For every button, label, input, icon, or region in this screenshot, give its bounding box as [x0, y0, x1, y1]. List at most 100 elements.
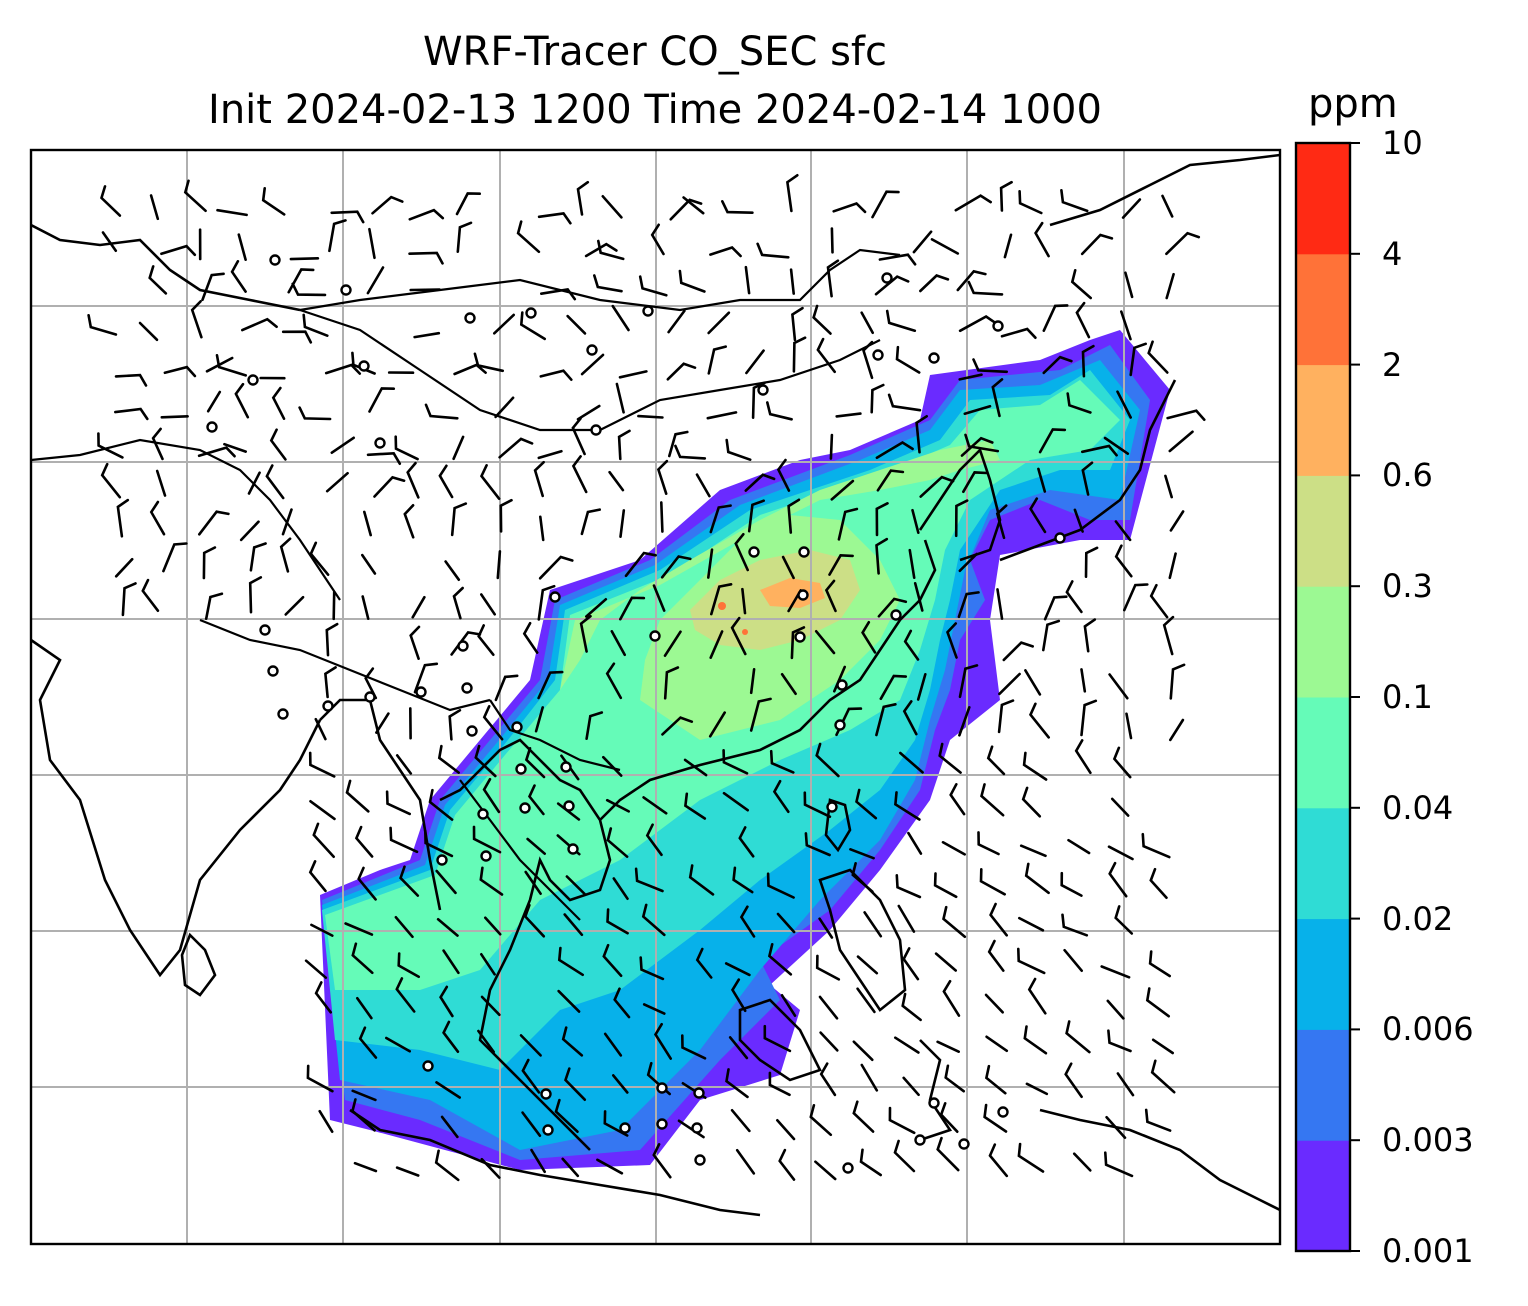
wind-barb — [641, 903, 666, 937]
wind-barb — [837, 507, 859, 541]
wind-barb — [749, 697, 772, 732]
chart-title: WRF-Tracer CO_SEC sfc — [422, 29, 888, 75]
field-level-2b — [742, 629, 748, 635]
wind-barb — [1116, 1072, 1135, 1097]
wind-barb — [1164, 474, 1173, 499]
wind-barb — [610, 630, 626, 657]
wind-barb — [318, 1109, 334, 1133]
wind-barb — [1042, 304, 1069, 332]
wind-barb — [602, 755, 623, 777]
wind-barb — [585, 598, 608, 618]
wind-barb — [859, 1148, 882, 1177]
wind-barb — [537, 212, 572, 225]
wind-barb — [967, 280, 1004, 296]
colorbar-tick-label: 0.1 — [1382, 678, 1433, 716]
wind-barb — [1038, 428, 1067, 454]
wind-barb — [995, 504, 1008, 540]
wind-barb — [163, 365, 197, 378]
wind-barb — [149, 500, 166, 536]
wind-barb — [1067, 838, 1091, 855]
colorbar-segment — [1296, 1140, 1350, 1252]
coastline-japan — [999, 379, 1177, 562]
wind-barb — [661, 716, 694, 736]
wind-barb — [986, 745, 1006, 776]
wind-barb — [780, 673, 797, 696]
wind-barb — [593, 274, 623, 293]
wind-barb — [899, 751, 924, 774]
wind-barb — [554, 1098, 579, 1133]
wind-barb — [304, 959, 328, 979]
wind-barb — [1000, 327, 1037, 339]
wind-barb — [354, 825, 374, 858]
wind-barb — [306, 1064, 334, 1093]
calm-wind-marker — [477, 808, 489, 820]
wind-barb — [1166, 409, 1206, 421]
wind-barb — [860, 311, 874, 335]
wind-barb — [356, 996, 373, 1020]
wind-barb — [1003, 233, 1013, 259]
wind-barb — [763, 1024, 792, 1053]
wind-barb — [824, 579, 837, 613]
wind-barb — [312, 822, 335, 858]
wind-barb — [903, 629, 920, 661]
wind-barb — [707, 548, 714, 579]
wind-barb — [826, 259, 840, 298]
wind-barb — [403, 504, 415, 539]
wind-barb — [438, 464, 454, 499]
wind-barb — [1129, 342, 1147, 377]
wind-barb — [603, 1110, 629, 1137]
wind-barb — [344, 922, 374, 936]
calm-wind-marker — [206, 421, 218, 433]
wind-barb — [499, 498, 513, 533]
wind-barb — [345, 779, 370, 813]
wind-barb — [708, 711, 726, 738]
wind-barb — [361, 595, 370, 620]
calm-wind-marker — [872, 349, 884, 361]
wind-barb — [1029, 497, 1047, 534]
wind-barb — [682, 196, 705, 215]
wind-barb — [895, 345, 921, 374]
wind-barb — [652, 1143, 672, 1179]
wind-barb — [645, 823, 663, 857]
calm-wind-marker — [358, 360, 370, 372]
wind-barb — [585, 711, 604, 740]
wind-barb — [1017, 1142, 1045, 1173]
wind-barb — [776, 1119, 796, 1141]
wind-barb — [624, 551, 657, 578]
wind-barb — [1168, 430, 1194, 453]
wind-barb — [413, 331, 441, 339]
wind-barb — [605, 798, 630, 813]
wind-barb — [533, 460, 545, 498]
wind-barb — [642, 796, 668, 815]
wind-barb — [385, 790, 411, 816]
wind-barb — [1124, 271, 1134, 299]
wind-barb — [302, 313, 329, 337]
wind-barb — [1070, 269, 1092, 300]
wind-barb — [1060, 189, 1089, 213]
wind-barb — [666, 362, 697, 381]
wind-barb — [1025, 1082, 1049, 1096]
calm-wind-marker — [540, 1088, 552, 1100]
wind-barb — [371, 195, 404, 215]
wind-barb — [215, 354, 247, 377]
wind-barb — [856, 987, 876, 1014]
wind-barb — [1116, 390, 1132, 419]
wind-barb — [1120, 310, 1132, 341]
coastline-russia-east — [1049, 153, 1280, 227]
calm-wind-marker — [619, 1122, 631, 1134]
wind-barb — [776, 458, 791, 492]
wind-barb — [1002, 641, 1034, 662]
wind-barb — [678, 269, 706, 293]
wind-barb — [1107, 845, 1134, 861]
wind-barb — [261, 187, 286, 216]
wind-barb — [888, 1106, 916, 1135]
wind-barb — [1100, 965, 1131, 979]
wind-barb — [310, 923, 334, 937]
wind-barb — [477, 1029, 495, 1054]
wind-barb — [1024, 669, 1042, 696]
wind-barb — [482, 777, 501, 814]
wind-barb — [962, 471, 988, 494]
wind-barb — [241, 317, 278, 332]
wind-barb — [406, 461, 420, 499]
wind-barb — [596, 1158, 624, 1175]
